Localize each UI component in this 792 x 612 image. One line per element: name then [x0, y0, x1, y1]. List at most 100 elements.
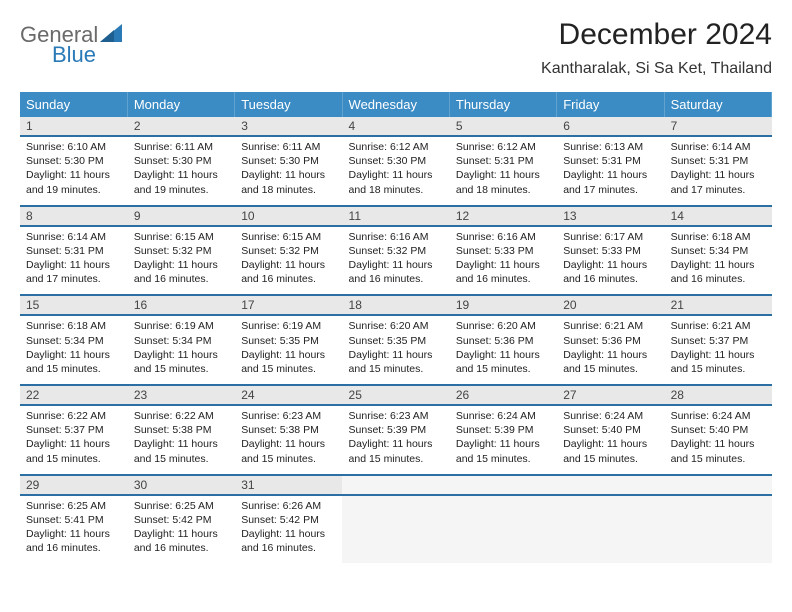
page-header: General Blue December 2024 Kantharalak, … [20, 18, 772, 80]
day-detail-cell: Sunrise: 6:17 AMSunset: 5:33 PMDaylight:… [557, 226, 664, 296]
sunset-text: Sunset: 5:30 PM [241, 154, 335, 168]
day-detail-cell [557, 495, 664, 564]
day-number-cell: 29 [20, 475, 127, 495]
sunset-text: Sunset: 5:31 PM [456, 154, 550, 168]
daylight-text: Daylight: 11 hours and 15 minutes. [26, 437, 121, 465]
sunrise-text: Sunrise: 6:21 AM [563, 319, 657, 333]
daylight-text: Daylight: 11 hours and 18 minutes. [349, 168, 443, 196]
day-number-row: 1234567 [20, 117, 772, 136]
day-detail-cell: Sunrise: 6:25 AMSunset: 5:41 PMDaylight:… [20, 495, 127, 564]
sunset-text: Sunset: 5:34 PM [671, 244, 765, 258]
sunset-text: Sunset: 5:36 PM [563, 334, 657, 348]
sunrise-text: Sunrise: 6:12 AM [349, 140, 443, 154]
day-number-cell: 22 [20, 385, 127, 405]
daylight-text: Daylight: 11 hours and 17 minutes. [26, 258, 121, 286]
sunrise-text: Sunrise: 6:22 AM [26, 409, 121, 423]
sunset-text: Sunset: 5:30 PM [134, 154, 228, 168]
day-number-cell: 9 [127, 206, 234, 226]
day-number-cell: 13 [557, 206, 664, 226]
day-number-cell: 28 [664, 385, 771, 405]
sunset-text: Sunset: 5:40 PM [563, 423, 657, 437]
sunset-text: Sunset: 5:41 PM [26, 513, 121, 527]
day-number-row: 15161718192021 [20, 295, 772, 315]
weekday-header: Thursday [449, 92, 556, 117]
daylight-text: Daylight: 11 hours and 17 minutes. [671, 168, 765, 196]
sunset-text: Sunset: 5:35 PM [349, 334, 443, 348]
day-number-cell [449, 475, 556, 495]
day-number-cell: 2 [127, 117, 234, 136]
day-detail-cell: Sunrise: 6:24 AMSunset: 5:40 PMDaylight:… [557, 405, 664, 475]
day-number-cell: 24 [235, 385, 342, 405]
day-detail-cell: Sunrise: 6:24 AMSunset: 5:39 PMDaylight:… [449, 405, 556, 475]
sunset-text: Sunset: 5:30 PM [26, 154, 121, 168]
day-detail-cell: Sunrise: 6:18 AMSunset: 5:34 PMDaylight:… [664, 226, 771, 296]
day-detail-cell: Sunrise: 6:24 AMSunset: 5:40 PMDaylight:… [664, 405, 771, 475]
day-detail-cell: Sunrise: 6:16 AMSunset: 5:33 PMDaylight:… [449, 226, 556, 296]
day-number-cell: 25 [342, 385, 449, 405]
daylight-text: Daylight: 11 hours and 15 minutes. [349, 348, 443, 376]
day-number-cell: 19 [449, 295, 556, 315]
sunset-text: Sunset: 5:39 PM [456, 423, 550, 437]
sunset-text: Sunset: 5:32 PM [241, 244, 335, 258]
day-detail-row: Sunrise: 6:18 AMSunset: 5:34 PMDaylight:… [20, 315, 772, 385]
sunset-text: Sunset: 5:31 PM [563, 154, 657, 168]
sunrise-text: Sunrise: 6:12 AM [456, 140, 550, 154]
weekday-header: Saturday [664, 92, 771, 117]
sail-icon [100, 24, 122, 42]
daylight-text: Daylight: 11 hours and 16 minutes. [349, 258, 443, 286]
sunset-text: Sunset: 5:32 PM [134, 244, 228, 258]
day-detail-cell: Sunrise: 6:20 AMSunset: 5:36 PMDaylight:… [449, 315, 556, 385]
sunrise-text: Sunrise: 6:23 AM [241, 409, 335, 423]
daylight-text: Daylight: 11 hours and 15 minutes. [456, 437, 550, 465]
day-detail-cell: Sunrise: 6:19 AMSunset: 5:35 PMDaylight:… [235, 315, 342, 385]
day-number-cell [557, 475, 664, 495]
sunset-text: Sunset: 5:36 PM [456, 334, 550, 348]
day-number-cell: 16 [127, 295, 234, 315]
sunrise-text: Sunrise: 6:15 AM [241, 230, 335, 244]
sunrise-text: Sunrise: 6:15 AM [134, 230, 228, 244]
sunrise-text: Sunrise: 6:14 AM [26, 230, 121, 244]
sunrise-text: Sunrise: 6:18 AM [671, 230, 765, 244]
sunrise-text: Sunrise: 6:21 AM [671, 319, 765, 333]
day-number-cell: 18 [342, 295, 449, 315]
sunrise-text: Sunrise: 6:19 AM [241, 319, 335, 333]
daylight-text: Daylight: 11 hours and 15 minutes. [456, 348, 550, 376]
daylight-text: Daylight: 11 hours and 15 minutes. [134, 437, 228, 465]
day-number-cell: 15 [20, 295, 127, 315]
sunrise-text: Sunrise: 6:24 AM [456, 409, 550, 423]
day-detail-cell [342, 495, 449, 564]
daylight-text: Daylight: 11 hours and 16 minutes. [134, 527, 228, 555]
sunrise-text: Sunrise: 6:11 AM [241, 140, 335, 154]
sunset-text: Sunset: 5:31 PM [26, 244, 121, 258]
day-detail-cell: Sunrise: 6:12 AMSunset: 5:30 PMDaylight:… [342, 136, 449, 206]
daylight-text: Daylight: 11 hours and 15 minutes. [563, 348, 657, 376]
calendar-page: General Blue December 2024 Kantharalak, … [0, 0, 792, 573]
logo-text: General Blue [20, 24, 122, 66]
day-detail-cell: Sunrise: 6:18 AMSunset: 5:34 PMDaylight:… [20, 315, 127, 385]
day-detail-cell: Sunrise: 6:22 AMSunset: 5:38 PMDaylight:… [127, 405, 234, 475]
day-detail-cell: Sunrise: 6:10 AMSunset: 5:30 PMDaylight:… [20, 136, 127, 206]
calendar-head: SundayMondayTuesdayWednesdayThursdayFrid… [20, 92, 772, 117]
day-number-cell: 20 [557, 295, 664, 315]
day-number-cell: 31 [235, 475, 342, 495]
sunrise-text: Sunrise: 6:10 AM [26, 140, 121, 154]
day-number-cell: 3 [235, 117, 342, 136]
day-number-cell: 30 [127, 475, 234, 495]
sunrise-text: Sunrise: 6:16 AM [349, 230, 443, 244]
day-number-cell: 27 [557, 385, 664, 405]
sunset-text: Sunset: 5:30 PM [349, 154, 443, 168]
daylight-text: Daylight: 11 hours and 16 minutes. [456, 258, 550, 286]
daylight-text: Daylight: 11 hours and 18 minutes. [241, 168, 335, 196]
day-number-cell: 5 [449, 117, 556, 136]
day-detail-cell: Sunrise: 6:16 AMSunset: 5:32 PMDaylight:… [342, 226, 449, 296]
day-number-cell: 6 [557, 117, 664, 136]
sunset-text: Sunset: 5:38 PM [241, 423, 335, 437]
day-detail-cell: Sunrise: 6:21 AMSunset: 5:36 PMDaylight:… [557, 315, 664, 385]
sunset-text: Sunset: 5:32 PM [349, 244, 443, 258]
sunrise-text: Sunrise: 6:20 AM [456, 319, 550, 333]
day-detail-cell: Sunrise: 6:19 AMSunset: 5:34 PMDaylight:… [127, 315, 234, 385]
sunset-text: Sunset: 5:40 PM [671, 423, 765, 437]
day-detail-cell: Sunrise: 6:26 AMSunset: 5:42 PMDaylight:… [235, 495, 342, 564]
day-detail-cell: Sunrise: 6:21 AMSunset: 5:37 PMDaylight:… [664, 315, 771, 385]
day-number-cell: 7 [664, 117, 771, 136]
